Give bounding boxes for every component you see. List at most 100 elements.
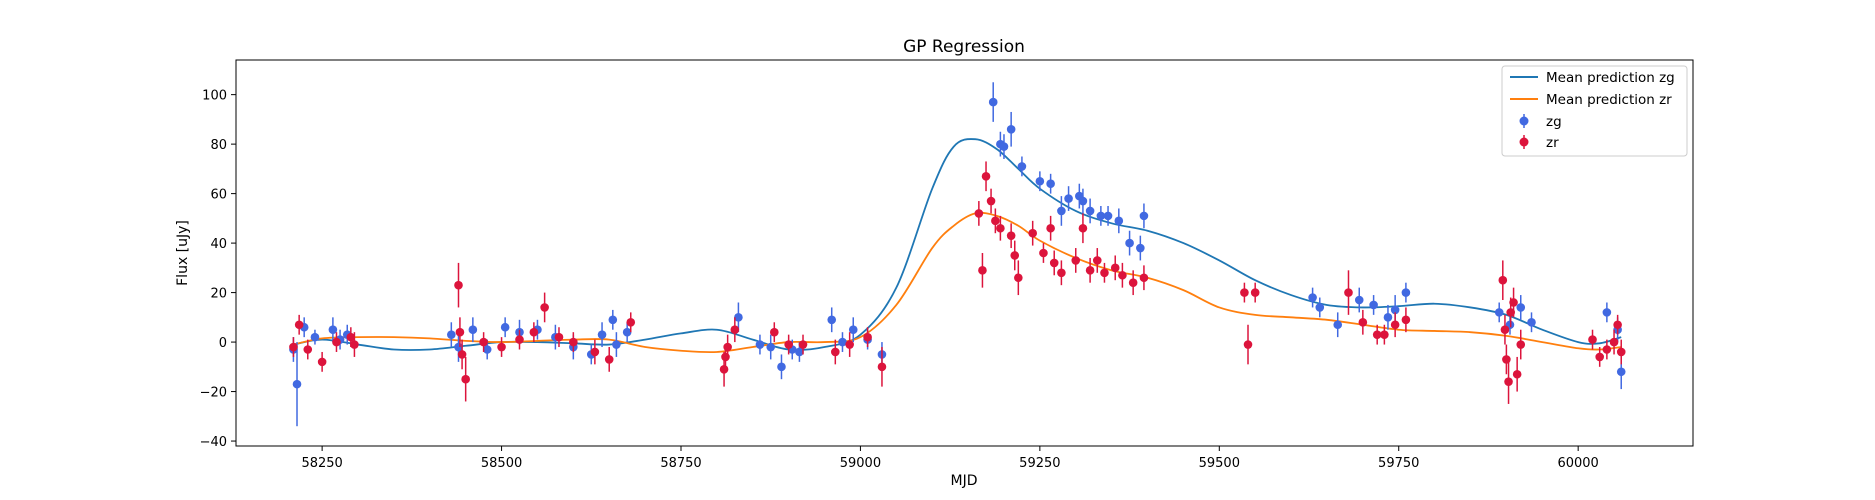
zr-point (981, 171, 991, 181)
zr-point (332, 337, 341, 347)
zg-point (1616, 367, 1626, 377)
zr-point (1039, 248, 1048, 258)
y-tick-label: 0 (219, 336, 227, 351)
zr-point (863, 332, 872, 342)
zr-point (1504, 377, 1513, 386)
zr-point (1380, 330, 1389, 339)
zr-point (1588, 335, 1597, 344)
zg-point (848, 325, 858, 335)
zr-point (1240, 288, 1249, 297)
zg-point (1516, 303, 1526, 312)
zr-point (1100, 268, 1109, 278)
zg-point (1383, 313, 1393, 322)
zr-point (590, 347, 600, 357)
zg-point (777, 362, 786, 372)
legend: Mean prediction zg Mean prediction zr zg… (1501, 65, 1688, 157)
zg-point (1017, 162, 1027, 171)
zg-point (597, 330, 607, 339)
zr-point (455, 327, 465, 337)
zr-point (877, 362, 887, 372)
zr-point (529, 327, 539, 337)
chart-title: GP Regression (903, 37, 1025, 57)
zr-point (1046, 223, 1055, 233)
zg-point (1136, 243, 1145, 253)
zr-point (1613, 320, 1622, 330)
x-tick-label: 59000 (840, 456, 881, 471)
zg-point (482, 345, 492, 354)
zg-point (1085, 206, 1095, 216)
zg-point (999, 142, 1009, 151)
zr-point (996, 223, 1005, 233)
x-tick-label: 60000 (1557, 456, 1598, 471)
zr-point (457, 350, 467, 359)
x-tick-label: 59250 (1019, 456, 1060, 471)
zr-point (1401, 315, 1411, 325)
zg-point (310, 332, 320, 342)
zg-point (500, 322, 510, 332)
zg-point (1057, 206, 1066, 216)
zg-point (1527, 317, 1536, 327)
zr-point (1118, 270, 1127, 280)
zg-point (1078, 196, 1088, 206)
zr-point (978, 266, 987, 275)
zg-point (1308, 293, 1317, 302)
zr-point (1057, 268, 1066, 278)
zg-point (1064, 194, 1073, 203)
zr-point (831, 347, 840, 357)
y-tick-label: −20 (200, 386, 227, 401)
zg-point (1602, 308, 1612, 317)
x-tick-label: 58250 (301, 456, 342, 471)
zr-point (1049, 258, 1059, 268)
zr-point (604, 355, 614, 364)
zr-point (303, 345, 313, 354)
zg-point (447, 330, 456, 339)
zg-series (289, 82, 1626, 427)
legend-box (1501, 65, 1688, 157)
legend-marker-zr (1519, 137, 1529, 147)
zg-point (1354, 295, 1364, 305)
legend-label-zg-points: zg (1546, 114, 1562, 130)
y-tick-label: 40 (210, 237, 227, 252)
zr-point (1128, 278, 1138, 287)
zr-point (1250, 288, 1260, 297)
zr-point (1498, 275, 1508, 285)
zg-point (1139, 211, 1149, 221)
zr-point (1602, 345, 1612, 354)
legend-marker-zg (1519, 116, 1529, 126)
zg-point (608, 315, 618, 325)
zr-point (1010, 251, 1020, 260)
zg-point (755, 340, 765, 349)
y-axis-ticks: −40 −20 0 20 40 60 80 100 (200, 89, 236, 450)
zr-point (540, 303, 549, 312)
zr-point (1358, 317, 1368, 327)
zg-point (1114, 216, 1124, 226)
zr-point (346, 332, 356, 342)
mean-prediction-zr-line (293, 211, 1622, 354)
zg-point (1315, 303, 1325, 312)
plot-frame (235, 59, 1694, 447)
zg-point (734, 313, 743, 322)
zg-point (1125, 238, 1134, 248)
zg-point (1333, 320, 1343, 330)
zr-point (289, 342, 298, 352)
zg-point (1035, 176, 1045, 186)
zr-point (1110, 263, 1120, 273)
x-tick-label: 59750 (1378, 456, 1419, 471)
zg-point (1006, 124, 1016, 134)
observation-points (289, 82, 1626, 427)
y-tick-label: 20 (210, 287, 227, 302)
zr-point (1616, 347, 1626, 357)
zg-point (1369, 300, 1378, 310)
x-axis-label: MJD (951, 473, 978, 489)
zr-point (350, 340, 359, 349)
zg-point (1390, 305, 1400, 315)
y-tick-label: 100 (202, 89, 227, 104)
zg-point (328, 325, 338, 335)
zr-point (1390, 320, 1400, 330)
zg-point (1494, 308, 1504, 317)
zg-point (292, 379, 302, 389)
y-tick-label: 80 (210, 138, 227, 153)
zg-point (1096, 211, 1106, 221)
zr-point (721, 352, 730, 362)
zg-point (766, 342, 776, 352)
